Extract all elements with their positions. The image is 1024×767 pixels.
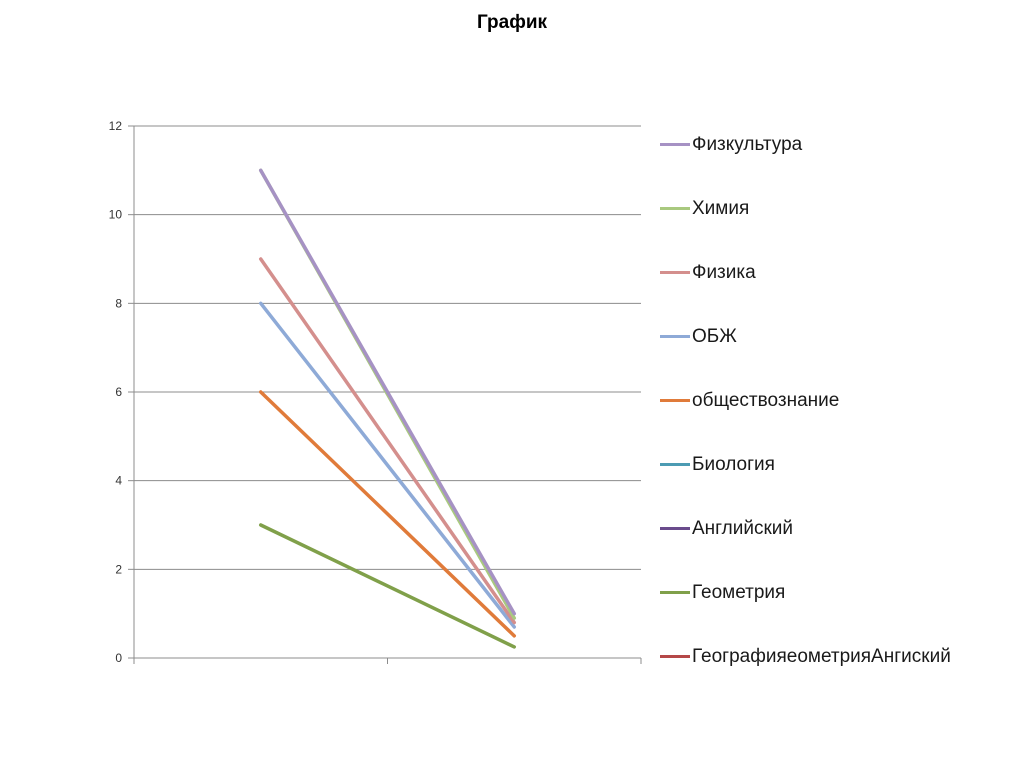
chart-title: График [476, 12, 548, 33]
series-line [259, 257, 516, 625]
legend-swatch [660, 271, 690, 274]
legend-item: ОБЖ [660, 322, 960, 351]
legend-swatch [660, 207, 690, 210]
legend-label: Биология [692, 454, 775, 475]
legend-swatch [660, 527, 690, 530]
y-tick-label: 2 [115, 562, 122, 576]
legend-swatch [660, 399, 690, 402]
series-lines [259, 168, 516, 649]
y-tick-labels: 0 2 4 6 8 10 12 [109, 119, 123, 665]
legend-label: ОБЖ [692, 326, 737, 347]
legend-item: Физика [660, 258, 960, 287]
legend-item: Английский [660, 514, 960, 543]
series-line [259, 168, 516, 616]
legend-item: Физкультура [660, 130, 960, 159]
series-line [259, 301, 516, 629]
legend-item: Биология [660, 450, 960, 479]
series-line [259, 390, 516, 638]
legend-item: Химия [660, 194, 960, 223]
legend-label: Физкультура [692, 134, 803, 155]
y-tick-label: 10 [109, 208, 123, 222]
y-tick-label: 8 [115, 296, 122, 310]
series-line [259, 523, 516, 649]
legend: Физкультура Химия Физика ОБЖ обществознание Б… [660, 130, 960, 671]
legend-item: обществознание [660, 386, 960, 415]
legend-label: Физика [692, 262, 756, 283]
y-tick-label: 4 [115, 474, 122, 488]
legend-label: обществознание [692, 390, 840, 411]
axes [128, 125, 642, 664]
gridlines [134, 125, 641, 570]
legend-label: Химия [692, 198, 750, 219]
legend-label: Геометрия [692, 582, 786, 603]
legend-swatch [660, 143, 690, 146]
legend-swatch [660, 655, 690, 658]
y-tick-label: 0 [115, 651, 122, 665]
legend-item: Геометрия [660, 578, 960, 607]
legend-item: ГеографияеометрияАнгиский [660, 642, 960, 671]
y-tick-label: 12 [109, 119, 123, 133]
legend-label: Английский [692, 518, 794, 539]
legend-label: ГеографияеометрияАнгиский [692, 646, 951, 667]
legend-swatch [660, 335, 690, 338]
y-tick-label: 6 [115, 385, 122, 399]
legend-swatch [660, 591, 690, 594]
legend-swatch [660, 463, 690, 466]
